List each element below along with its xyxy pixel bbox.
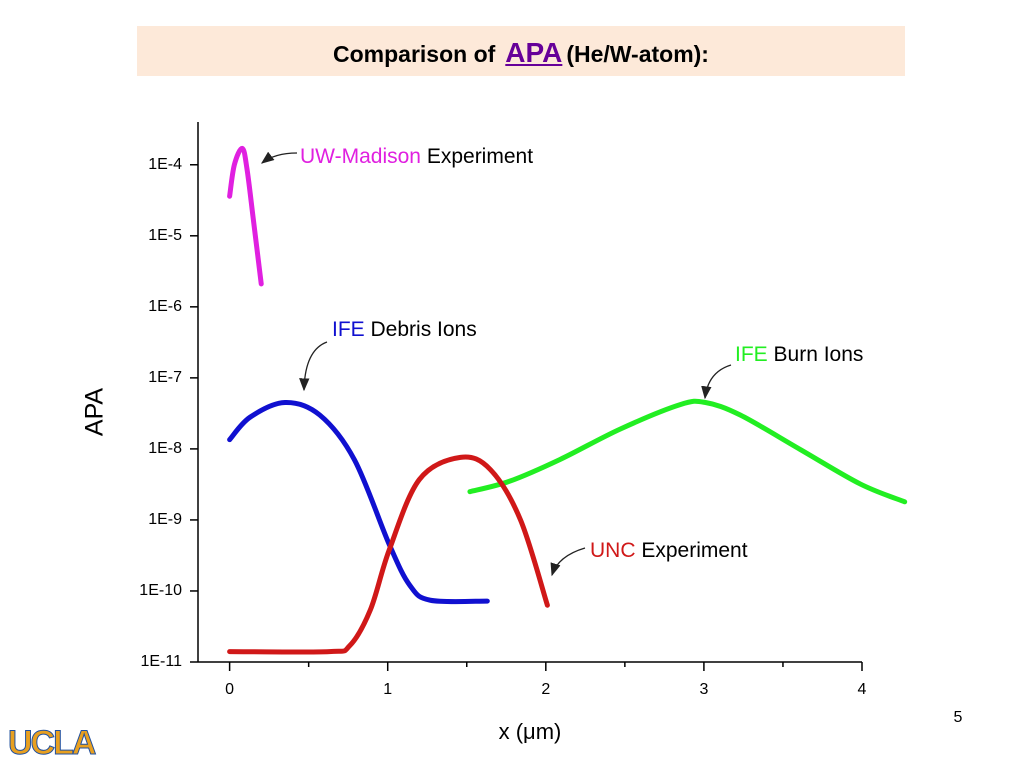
y-tick-label: 1E-5 bbox=[148, 227, 182, 244]
page-number: 5 bbox=[954, 709, 963, 726]
y-tick-label: 1E-8 bbox=[148, 440, 182, 457]
annotation-arrow bbox=[701, 364, 732, 400]
annotation: UW-Madison Experiment bbox=[300, 145, 533, 168]
x-tick-label: 3 bbox=[699, 681, 708, 698]
data-line bbox=[227, 399, 490, 605]
x-tick-label: 1 bbox=[383, 681, 392, 698]
series-name: UW-Madison bbox=[300, 145, 421, 168]
series-name: UNC bbox=[590, 539, 636, 562]
title-link[interactable]: APA bbox=[505, 37, 563, 68]
y-tick-label: 1E-7 bbox=[148, 369, 182, 386]
annotation: IFE Debris Ions bbox=[332, 318, 477, 341]
data-line bbox=[227, 145, 264, 287]
series-name: IFE bbox=[332, 318, 365, 341]
y-tick-label: 1E-9 bbox=[148, 511, 182, 528]
series-label: Burn Ions bbox=[774, 343, 864, 366]
x-axis-label: x (μm) bbox=[499, 719, 562, 744]
x-tick-label: 2 bbox=[541, 681, 550, 698]
y-tick-label: 1E-6 bbox=[148, 298, 182, 315]
series-label: Debris Ions bbox=[371, 318, 477, 341]
y-tick-label: 1E-10 bbox=[139, 582, 182, 599]
annotation-arrow bbox=[260, 151, 298, 164]
series-label: Experiment bbox=[641, 539, 747, 562]
annotation-arrow bbox=[299, 341, 328, 392]
logo: UCLA bbox=[8, 724, 96, 762]
y-tick-label: 1E-4 bbox=[148, 156, 182, 173]
data-line bbox=[467, 398, 908, 505]
title-box: Comparison of APA (He/W-atom): bbox=[137, 26, 905, 76]
title-end: (He/W-atom): bbox=[566, 41, 709, 67]
annotation-arrow bbox=[550, 547, 586, 577]
series-name: IFE bbox=[735, 343, 768, 366]
x-tick-label: 4 bbox=[858, 681, 867, 698]
series-label: Experiment bbox=[427, 145, 533, 168]
x-tick-label: 0 bbox=[225, 681, 234, 698]
title-start: Comparison of bbox=[333, 41, 496, 67]
y-tick-label: 1E-11 bbox=[140, 653, 182, 670]
annotation: UNC Experiment bbox=[590, 539, 748, 562]
data-line bbox=[227, 454, 550, 655]
y-axis-label: APA bbox=[81, 388, 109, 436]
annotation: IFE Burn Ions bbox=[735, 343, 863, 366]
